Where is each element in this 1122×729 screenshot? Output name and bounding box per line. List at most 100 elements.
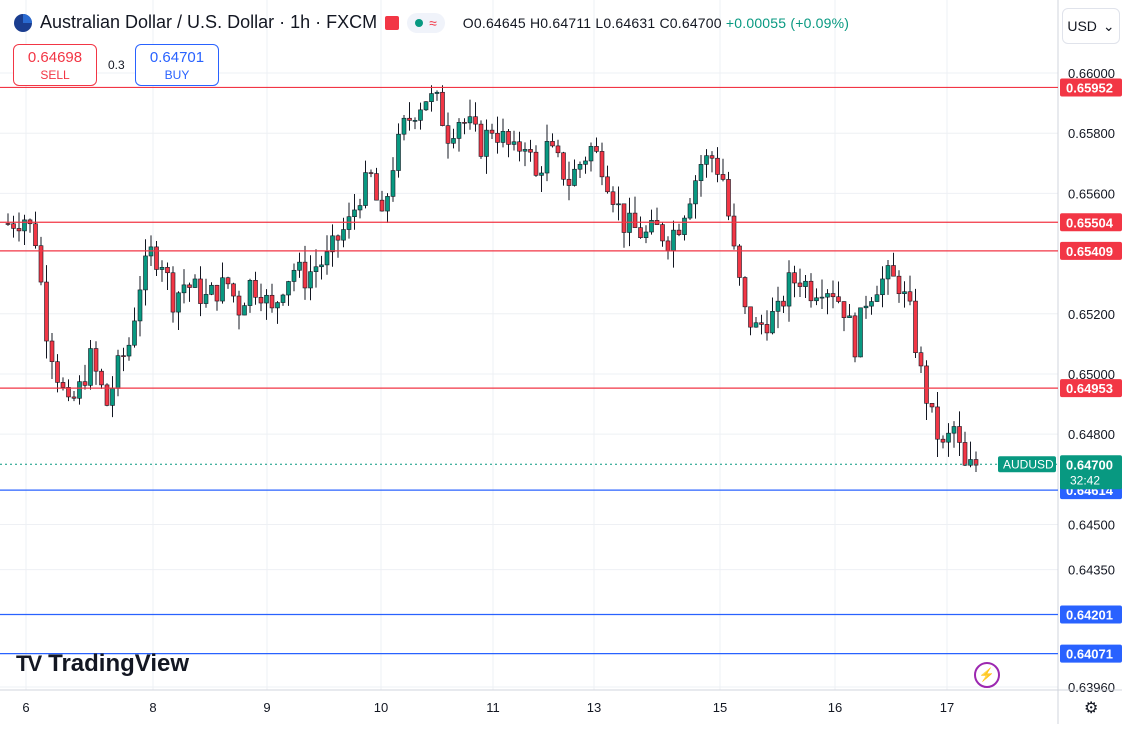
candle-body	[11, 223, 16, 229]
y-tick-label: 0.64500	[1068, 517, 1115, 532]
candle-body	[863, 305, 869, 309]
candle-body	[731, 215, 737, 247]
candle-body	[566, 178, 572, 186]
candle-body	[33, 223, 38, 247]
settings-icon[interactable]: ⚙	[1084, 700, 1099, 717]
symbol-tag: AUDUSD	[1003, 457, 1054, 471]
level-label: 0.64201	[1066, 607, 1113, 622]
candle-body	[792, 272, 797, 284]
candle-body	[198, 278, 203, 304]
candle-body	[126, 344, 132, 357]
market-closed-icon[interactable]	[385, 15, 400, 30]
level-label-box	[1060, 241, 1122, 260]
candle-body	[66, 387, 71, 398]
sell-button[interactable]: 0.64698 SELL	[13, 44, 97, 86]
candle-body	[907, 291, 913, 302]
candle-body	[665, 240, 671, 251]
candle-body	[929, 403, 935, 408]
candle-body	[423, 101, 429, 111]
candle-body	[264, 294, 269, 304]
candle-body	[313, 266, 319, 272]
candle-body	[572, 168, 577, 186]
candle-body	[517, 141, 522, 152]
candle-body	[308, 271, 313, 289]
buy-button[interactable]: 0.64701 BUY	[135, 44, 219, 86]
candle-body	[121, 355, 126, 357]
tradingview-logo-icon: TV	[16, 651, 42, 676]
candle-body	[726, 179, 731, 217]
candle-body	[764, 324, 770, 334]
candle-body	[561, 152, 566, 180]
candle-body	[594, 146, 599, 152]
candle-body	[484, 129, 489, 157]
y-tick-label: 0.65800	[1068, 126, 1115, 141]
level-label: 0.65409	[1066, 244, 1113, 259]
candle-body	[115, 355, 121, 389]
chevron-down-icon: ⌄	[1102, 17, 1115, 34]
candle-body	[555, 145, 561, 154]
candle-body	[709, 155, 715, 159]
candle-body	[253, 280, 258, 298]
symbol-title[interactable]: Australian Dollar / U.S. Dollar · 1h · F…	[40, 12, 378, 32]
candle-body	[55, 361, 60, 383]
candle-body	[220, 277, 225, 302]
level-label: 0.65952	[1066, 80, 1113, 95]
candle-body	[588, 146, 594, 162]
candle-body	[544, 141, 550, 174]
candle-body	[880, 278, 885, 296]
ohlc-readout: O0.64645 H0.64711 L0.64631 C0.64700 +0.0…	[463, 15, 849, 31]
candle-body	[539, 172, 544, 176]
trade-panel: 0.64698 SELL 0.3 0.64701 BUY	[0, 44, 240, 90]
candle-body	[770, 311, 775, 334]
countdown-timer: 32:42	[1070, 473, 1100, 487]
candle-body	[874, 294, 880, 302]
x-tick-label: 8	[149, 700, 156, 715]
ohlc-open: O0.64645	[462, 14, 526, 31]
candle-body	[357, 205, 363, 211]
candle-body	[638, 227, 643, 238]
ohlc-high: H0.64711	[529, 14, 592, 31]
level-label-box	[1060, 213, 1122, 232]
candle-body	[616, 203, 621, 206]
currency-selector[interactable]: USD ⌄	[1062, 8, 1120, 44]
lightning-icon[interactable]: ⚡	[974, 662, 1000, 688]
candle-body	[176, 292, 181, 313]
candle-body	[16, 228, 22, 232]
x-tick-label: 13	[587, 700, 601, 715]
candle-body	[401, 117, 407, 135]
level-label-box	[1060, 78, 1122, 97]
candle-body	[808, 280, 814, 302]
candle-body	[478, 123, 484, 157]
candle-body	[110, 388, 115, 406]
candle-body	[379, 199, 385, 212]
candle-body	[621, 203, 627, 233]
candle-body	[957, 426, 962, 443]
candle-body	[451, 138, 456, 144]
candle-body	[346, 216, 352, 230]
y-tick-label: 0.64800	[1068, 427, 1115, 442]
status-pill[interactable]: ≈	[407, 12, 445, 33]
candle-body	[913, 300, 918, 353]
candle-body	[836, 296, 841, 302]
candle-body	[489, 129, 495, 134]
currency-label: USD	[1067, 18, 1097, 34]
buy-price: 0.64701	[149, 49, 205, 66]
candle-body	[643, 231, 649, 238]
tradingview-logo[interactable]: TV TradingView	[16, 650, 189, 678]
candle-body	[324, 251, 330, 266]
candle-body	[154, 246, 159, 270]
candle-body	[137, 289, 143, 322]
candle-body	[407, 117, 412, 121]
candle-body	[940, 438, 946, 443]
candle-body	[968, 459, 973, 466]
candle-body	[209, 284, 214, 295]
candle-body	[693, 180, 698, 205]
candle-body	[577, 164, 583, 170]
candle-body	[363, 172, 368, 206]
candle-body	[319, 264, 324, 268]
candle-body	[715, 157, 720, 175]
candle-body	[225, 277, 231, 285]
candle-body	[192, 278, 198, 288]
